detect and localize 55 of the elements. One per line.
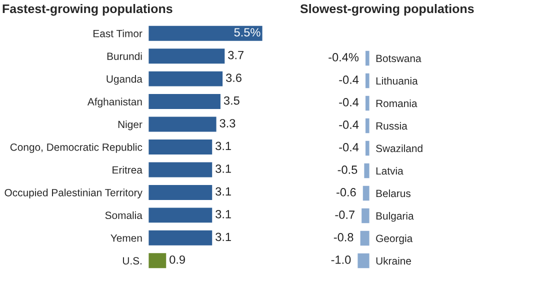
data-label: -0.4% xyxy=(328,53,359,62)
data-label: -0.4 xyxy=(339,98,359,106)
bar xyxy=(148,115,218,134)
data-label: -0.7 xyxy=(335,210,354,219)
data-label: -0.4 xyxy=(339,143,359,152)
y-tick-label: Eritrea xyxy=(112,166,142,174)
bar xyxy=(148,229,214,247)
bar xyxy=(148,138,214,156)
y-tick-label: U.S. xyxy=(122,257,142,265)
data-label: 3.1 xyxy=(216,232,231,242)
chart-title: Fastest-growing populations xyxy=(2,4,172,16)
chart-title: Slowest-growing populations xyxy=(300,4,474,16)
data-label: 3.1 xyxy=(216,187,231,196)
y-tick-label: Latvia xyxy=(376,166,404,175)
y-tick-label: Burundi xyxy=(107,52,142,60)
data-label: 0.9 xyxy=(170,255,185,264)
y-tick-label: East Timor xyxy=(94,30,142,38)
bar xyxy=(148,92,222,110)
bar xyxy=(148,206,214,224)
y-tick-label: Belarus xyxy=(376,189,410,198)
y-tick-label: Somalia xyxy=(105,211,142,220)
data-label: 3.1 xyxy=(216,164,231,173)
y-tick-label: Russia xyxy=(376,122,408,130)
data-label: -0.5 xyxy=(338,166,358,174)
data-label: -0.8 xyxy=(334,233,354,242)
data-label: 3.5 xyxy=(224,96,240,105)
data-label: -0.4 xyxy=(339,76,359,84)
y-tick-label: Niger xyxy=(118,120,142,130)
y-tick-label: Romania xyxy=(376,99,418,108)
bar xyxy=(148,160,214,179)
y-tick-label: Yemen xyxy=(110,234,142,242)
data-label: 3.1 xyxy=(216,210,231,218)
y-tick-label: Occupied Palestinian Territory xyxy=(4,188,142,198)
data-label: 3.1 xyxy=(216,142,231,150)
y-tick-label: Swaziland xyxy=(376,144,422,152)
data-label: 3.6 xyxy=(226,74,242,82)
data-label: -1.0 xyxy=(331,256,351,264)
bar xyxy=(148,184,214,202)
y-tick-label: Lithuania xyxy=(376,76,418,85)
bar xyxy=(148,70,224,88)
y-tick-label: Botswana xyxy=(376,54,422,62)
data-label: 5.5% xyxy=(234,28,260,37)
data-label: -0.6 xyxy=(336,188,356,196)
data-label: 3.7 xyxy=(228,50,244,60)
y-tick-label: Bulgaria xyxy=(376,212,414,222)
y-tick-label: Afghanistan xyxy=(87,98,142,108)
bar xyxy=(148,24,264,42)
y-tick-label: Ukraine xyxy=(376,256,411,265)
y-tick-label: Congo, Democratic Republic xyxy=(10,143,142,153)
data-label: 3.3 xyxy=(220,119,236,128)
bar xyxy=(148,47,226,65)
y-tick-label: Georgia xyxy=(376,234,413,244)
bar xyxy=(148,252,168,270)
y-tick-label: Uganda xyxy=(106,75,142,85)
data-label: -0.4 xyxy=(339,120,359,129)
